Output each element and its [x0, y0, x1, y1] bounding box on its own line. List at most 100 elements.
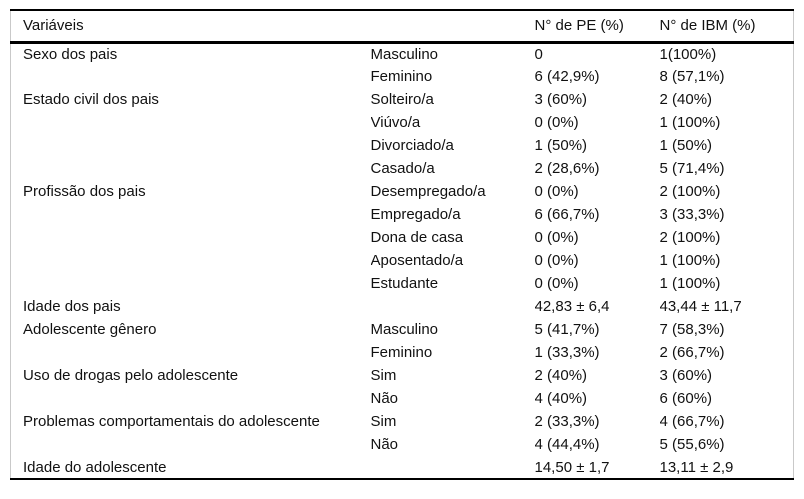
ibm-value-cell: 3 (33,3%) [659, 206, 725, 223]
table-row: Estudante 0 (0%) 1 (100%) [11, 272, 794, 295]
variable-cell [11, 65, 371, 88]
pe-value-cell: 1 (33,3%) [534, 344, 600, 361]
ibm-value-cell: 2 (40%) [659, 91, 713, 108]
variables-table: Variáveis N° de PE (%) N° de IBM (%) Sex… [10, 9, 794, 480]
category-cell: Feminino [370, 68, 433, 85]
pe-value-cell: 3 (60%) [534, 91, 588, 108]
pe-value-cell: 4 (44,4%) [534, 436, 600, 453]
pe-value-cell: 1 (50%) [534, 137, 588, 154]
ibm-value-cell: 1 (100%) [659, 114, 721, 131]
category-cell: Aposentado/a [370, 252, 464, 269]
ibm-value-cell: 13,11 ± 2,9 [659, 458, 734, 476]
table-row: Feminino 1 (33,3%) 2 (66,7%) [11, 341, 794, 364]
table-row: Casado/a 2 (28,6%) 5 (71,4%) [11, 157, 794, 180]
ibm-value-cell: 2 (100%) [659, 229, 721, 246]
variable-cell [11, 387, 371, 410]
ibm-value-cell: 1(100%) [659, 45, 717, 63]
pe-value-cell: 2 (33,3%) [534, 413, 600, 430]
pe-value-cell: 4 (40%) [534, 390, 588, 407]
ibm-value-cell: 43,44 ± 11,7 [659, 298, 742, 315]
category-cell: Masculino [370, 45, 439, 63]
table-row: Uso de drogas pelo adolescente Sim 2 (40%)… [11, 364, 794, 387]
pe-value-cell: 0 (0%) [534, 229, 579, 246]
pe-value-cell: 0 [534, 45, 543, 63]
header-variaveis: Variáveis [23, 17, 84, 35]
category-cell: Viúvo/a [370, 114, 421, 131]
ibm-value-cell: 7 (58,3%) [659, 321, 725, 338]
category-cell: Solteiro/a [370, 91, 434, 108]
ibm-value-cell: 1 (100%) [659, 252, 721, 269]
table-row: Feminino 6 (42,9%) 8 (57,1%) [11, 65, 794, 88]
table-row: Dona de casa 0 (0%) 2 (100%) [11, 226, 794, 249]
ibm-value-cell: 4 (66,7%) [659, 413, 725, 430]
pe-value-cell: 0 (0%) [534, 183, 579, 200]
variable-cell: Problemas comportamentais do adolescente [23, 413, 320, 430]
variable-cell: Sexo dos pais [23, 45, 118, 63]
pe-value-cell: 42,83 ± 6,4 [534, 298, 610, 315]
table-row: Estado civil dos pais Solteiro/a 3 (60%) 2 … [11, 88, 794, 111]
variable-cell: Uso de drogas pelo adolescente [23, 367, 239, 384]
pe-value-cell: 2 (28,6%) [534, 160, 600, 177]
ibm-value-cell: 5 (55,6%) [659, 436, 725, 453]
category-cell: Masculino [370, 321, 439, 338]
table-body: Sexo dos pais Masculino 0 1(100%) Feminino 6 … [11, 42, 794, 479]
category-cell: Divorciado/a [370, 137, 454, 154]
ibm-value-cell: 2 (100%) [659, 183, 721, 200]
header-ibm: N° de IBM (%) [659, 17, 756, 35]
ibm-value-cell: 1 (50%) [659, 137, 713, 154]
category-cell: Sim [370, 413, 397, 430]
category-cell: Não [370, 390, 399, 407]
variable-cell [11, 433, 371, 456]
pe-value-cell: 5 (41,7%) [534, 321, 600, 338]
ibm-value-cell: 5 (71,4%) [659, 160, 725, 177]
category-cell [371, 295, 535, 318]
table-row: Idade dos pais 42,83 ± 6,4 43,44 ± 11,7 [11, 295, 794, 318]
variable-cell: Idade do adolescente [23, 458, 167, 476]
table-row: Adolescente gênero Masculino 5 (41,7%) 7 (5… [11, 318, 794, 341]
variable-cell [11, 134, 371, 157]
category-cell: Dona de casa [370, 229, 464, 246]
variable-cell [11, 157, 371, 180]
pe-value-cell: 6 (66,7%) [534, 206, 600, 223]
pe-value-cell: 2 (40%) [534, 367, 588, 384]
category-cell: Empregado/a [370, 206, 461, 223]
ibm-value-cell: 6 (60%) [659, 390, 713, 407]
variable-cell: Estado civil dos pais [23, 91, 159, 108]
pe-value-cell: 0 (0%) [534, 275, 579, 292]
table-row: Aposentado/a 0 (0%) 1 (100%) [11, 249, 794, 272]
table-row: Viúvo/a 0 (0%) 1 (100%) [11, 111, 794, 134]
table-header-row: Variáveis N° de PE (%) N° de IBM (%) [10, 10, 794, 42]
variable-cell [11, 272, 371, 295]
table-row: Problemas comportamentais do adolescente… [11, 410, 794, 433]
variable-cell [11, 226, 371, 249]
category-cell: Sim [370, 367, 397, 384]
table-row: Empregado/a 6 (66,7%) 3 (33,3%) [11, 203, 794, 226]
category-cell: Feminino [370, 344, 433, 361]
pe-value-cell: 0 (0%) [534, 252, 579, 269]
category-cell: Casado/a [370, 160, 435, 177]
table-row: Não 4 (44,4%) 5 (55,6%) [11, 433, 794, 456]
ibm-value-cell: 1 (100%) [659, 275, 721, 292]
variable-cell [11, 203, 371, 226]
variable-cell [11, 249, 371, 272]
table-row: Profissão dos pais Desempregado/a 0 (0%) 2 … [11, 180, 794, 203]
category-cell: Não [370, 436, 399, 453]
ibm-value-cell: 3 (60%) [659, 367, 713, 384]
category-cell [371, 456, 535, 479]
pe-value-cell: 14,50 ± 1,7 [534, 458, 610, 476]
variable-cell: Adolescente gênero [23, 321, 157, 338]
table-row: Sexo dos pais Masculino 0 1(100%) [11, 42, 794, 65]
ibm-value-cell: 8 (57,1%) [659, 68, 725, 85]
variable-cell [11, 341, 371, 364]
pe-value-cell: 6 (42,9%) [534, 68, 600, 85]
header-pe: N° de PE (%) [534, 17, 624, 35]
table-row: Não 4 (40%) 6 (60%) [11, 387, 794, 410]
category-cell: Desempregado/a [370, 183, 486, 200]
variable-cell: Profissão dos pais [23, 183, 146, 200]
header-category [371, 10, 535, 42]
category-cell: Estudante [370, 275, 439, 292]
pe-value-cell: 0 (0%) [534, 114, 579, 131]
table-row: Idade do adolescente 14,50 ± 1,7 13,11 ± 2… [11, 456, 794, 479]
table-row: Divorciado/a 1 (50%) 1 (50%) [11, 134, 794, 157]
variable-cell [11, 111, 371, 134]
